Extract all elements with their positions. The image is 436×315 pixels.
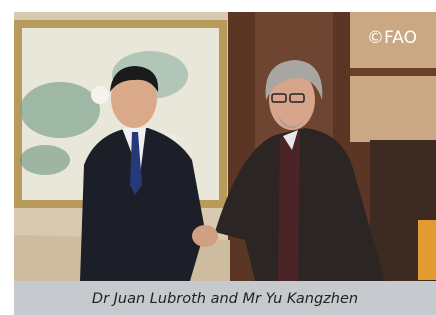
photo-card: ©FAO Dr Juan Lubroth and Mr Yu Kangzhen	[0, 0, 436, 315]
painting-leaf	[20, 145, 70, 175]
photo: ©FAO	[14, 12, 436, 281]
watermark: ©FAO	[367, 28, 417, 48]
painting-leaf	[20, 82, 100, 138]
shelf	[350, 68, 436, 76]
painting-flower	[91, 86, 109, 104]
page: ©FAO Dr Juan Lubroth and Mr Yu Kangzhen …	[0, 0, 436, 315]
right-sweater	[278, 130, 300, 281]
caption: Dr Juan Lubroth and Mr Yu Kangzhen	[92, 291, 358, 307]
handshake	[192, 225, 218, 247]
orange-object	[418, 220, 436, 280]
